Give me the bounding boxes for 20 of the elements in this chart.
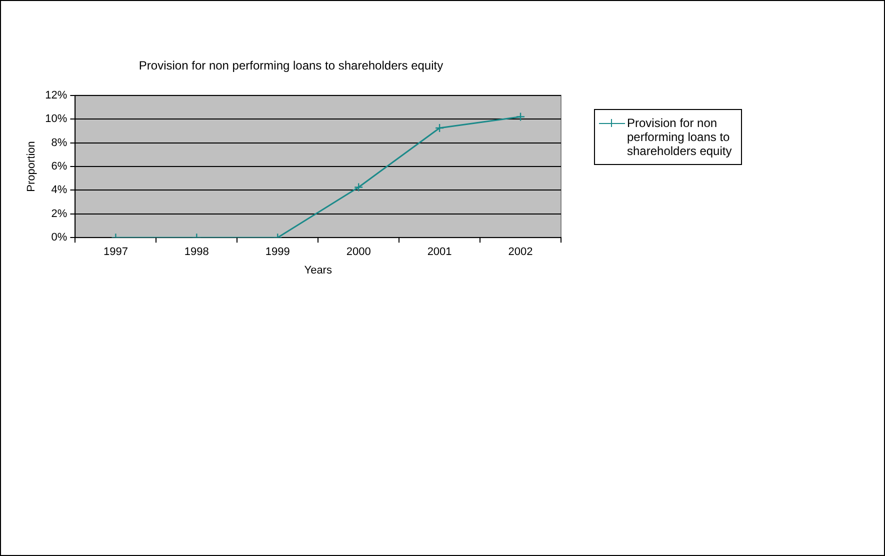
y-tick-label: 4% xyxy=(51,184,68,196)
legend-label: Provision for non performing loans to shareholders equity xyxy=(627,116,733,158)
x-tick-label: 2000 xyxy=(346,246,371,258)
x-tick-label: 1997 xyxy=(103,246,128,258)
y-tick-label: 6% xyxy=(51,160,68,173)
x-axis-title: Years xyxy=(304,264,332,276)
x-tick-label: 2001 xyxy=(427,246,452,258)
y-tick-label: 2% xyxy=(51,208,68,220)
point xyxy=(434,123,444,133)
point xyxy=(516,112,526,122)
chart-title: Provision for non performing loans to shareholders equity xyxy=(138,58,444,73)
x-tick-label: 1999 xyxy=(265,246,290,258)
y-tick-label: 10% xyxy=(45,113,68,126)
y-tick-label: 0% xyxy=(51,232,68,244)
y-axis-title: Proportion xyxy=(26,141,38,192)
point xyxy=(354,182,364,192)
x-tick-label: 1998 xyxy=(184,246,209,258)
x-tick-label: 2002 xyxy=(508,246,533,258)
y-tick-label: 8% xyxy=(51,136,68,149)
y-tick-label: 12% xyxy=(45,89,68,102)
